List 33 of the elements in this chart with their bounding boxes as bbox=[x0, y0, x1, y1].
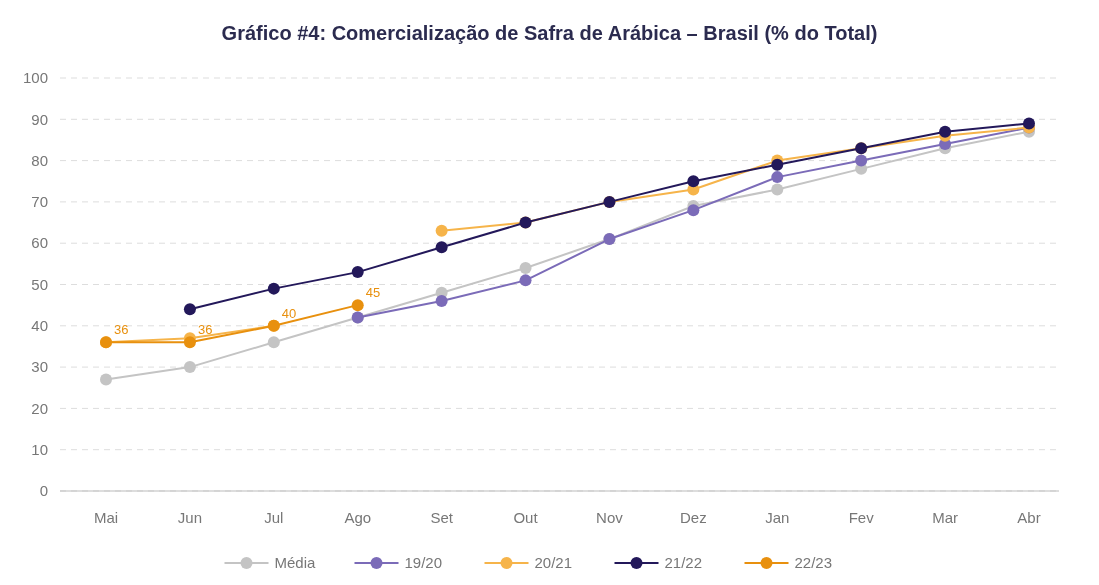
legend-label: 21/22 bbox=[664, 554, 703, 572]
legend-label: 22/23 bbox=[794, 554, 833, 572]
x-tick-label: Fev bbox=[848, 509, 875, 526]
x-tick-label: Nov bbox=[596, 509, 624, 526]
y-tick-label: 50 bbox=[31, 275, 48, 293]
x-tick-label: Abr bbox=[1017, 509, 1041, 526]
y-tick-label: 60 bbox=[31, 234, 48, 252]
y-tick-label: 20 bbox=[31, 399, 48, 417]
y-tick-label: 90 bbox=[31, 110, 48, 128]
y-tick-label: 10 bbox=[31, 440, 48, 458]
legend-label: 19/20 bbox=[404, 554, 443, 572]
legend-label: Média bbox=[274, 554, 317, 572]
x-tick-label: Jun bbox=[177, 509, 202, 526]
y-tick-label: 80 bbox=[31, 151, 48, 169]
x-tick-label: Mai bbox=[93, 509, 119, 526]
x-tick-label: Jan bbox=[765, 509, 790, 526]
y-tick-label: 0 bbox=[39, 482, 48, 500]
x-tick-label: Dez bbox=[680, 509, 707, 526]
y-tick-label: 40 bbox=[31, 317, 48, 335]
x-tick-label: Ago bbox=[344, 509, 372, 526]
legend-label: 20/21 bbox=[534, 554, 573, 572]
x-tick-label: Set bbox=[430, 509, 454, 526]
data-label: 40 bbox=[281, 305, 297, 321]
data-label: 36 bbox=[114, 322, 129, 338]
x-tick-label: Mar bbox=[932, 509, 959, 526]
data-label: 36 bbox=[197, 322, 213, 338]
x-tick-label: Out bbox=[513, 509, 539, 526]
y-tick-label: 30 bbox=[31, 358, 48, 376]
y-tick-label: 70 bbox=[31, 193, 48, 211]
data-label: 45 bbox=[365, 285, 381, 301]
y-tick-label: 100 bbox=[22, 69, 48, 87]
chart-title: Gráfico #4: Comercialização de Safra de Arábica – Brasil (% do Total) bbox=[221, 22, 878, 44]
x-tick-label: Jul bbox=[264, 509, 284, 526]
